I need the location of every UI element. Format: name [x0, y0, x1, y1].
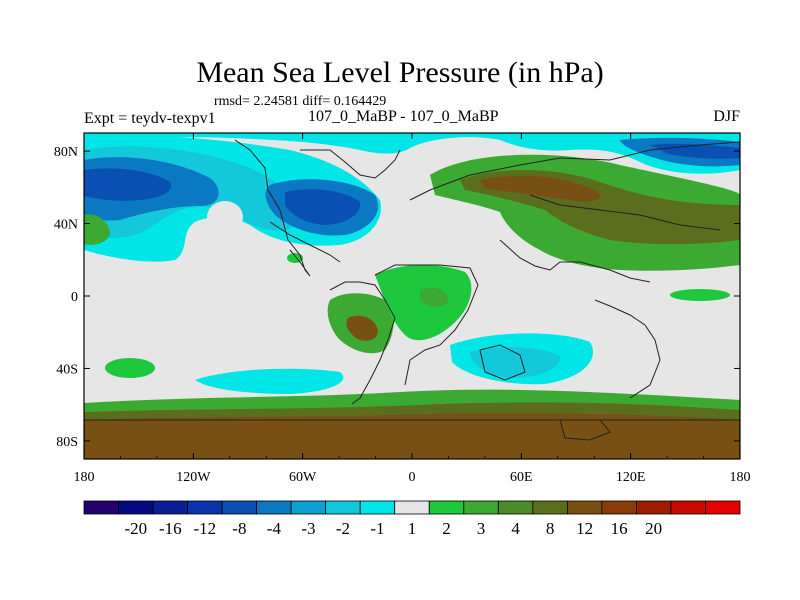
period-label: 107_0_MaBP - 107_0_MaBP	[308, 108, 499, 125]
colorbar-swatch	[532, 500, 568, 515]
lat-label: 80N	[54, 145, 78, 160]
colorbar-label: 3	[477, 519, 486, 538]
colorbar-label: 8	[546, 519, 555, 538]
colorbar-label: 20	[645, 519, 662, 538]
lat-label: 40S	[56, 362, 78, 377]
lat-label: 80S	[56, 435, 78, 450]
colorbar-swatch	[566, 500, 603, 515]
colorbar-label: -4	[267, 519, 282, 538]
colorbar-swatch	[256, 500, 292, 515]
colorbar-label: -8	[232, 519, 246, 538]
colorbar-label: 16	[611, 519, 628, 538]
lon-label: 120E	[616, 470, 646, 485]
colorbar-label: 4	[511, 519, 520, 538]
colorbar-swatch	[463, 500, 499, 515]
colorbar-label: -12	[194, 519, 217, 538]
colorbar-swatch	[83, 500, 119, 515]
colorbar-label: -20	[124, 519, 147, 538]
lon-label: 0	[409, 470, 416, 485]
colorbar-swatch	[325, 500, 361, 515]
lon-label: 60E	[510, 470, 533, 485]
experiment-label: Expt = teydv-texpv1	[84, 110, 216, 127]
colorbar-label: 2	[442, 519, 451, 538]
colorbar-label: 1	[408, 519, 417, 538]
lon-label: 180	[74, 470, 95, 485]
lat-label: 0	[71, 290, 78, 305]
colorbar-swatch	[152, 500, 188, 515]
colorbar-swatch	[497, 500, 534, 515]
lon-label: 180	[730, 470, 751, 485]
lat-label: 40N	[54, 218, 78, 233]
colorbar-swatch	[428, 500, 465, 515]
coastlines	[84, 139, 740, 441]
colorbar-swatch	[601, 500, 637, 515]
lon-label: 60W	[289, 470, 317, 485]
colorbar-swatch	[670, 500, 706, 515]
colorbar-label: -2	[336, 519, 350, 538]
colorbar: -20 -16 -12 -8 -4 -3 -2 -1 1 2 3 4 8 12 16 20	[83, 500, 741, 538]
lon-label: 120W	[176, 470, 211, 485]
colorbar-swatch	[118, 500, 154, 515]
longitude-axis: 180 120W 60W 0 60E 120E 180	[74, 133, 751, 485]
page-title: Mean Sea Level Pressure (in hPa)	[196, 56, 604, 89]
colorbar-label: -16	[159, 519, 182, 538]
stats-text: rmsd= 2.24581 diff= 0.164429	[214, 94, 387, 109]
colorbar-label: -3	[301, 519, 315, 538]
colorbar-swatch	[359, 500, 396, 515]
colorbar-swatch	[290, 500, 327, 515]
colorbar-swatch	[221, 500, 258, 515]
colorbar-swatch	[705, 500, 741, 515]
colorbar-swatch	[394, 500, 430, 515]
map-field	[84, 133, 740, 459]
latitude-axis: 80N 40N 0 40S 80S	[54, 145, 740, 450]
colorbar-label: 12	[576, 519, 593, 538]
season-label: DJF	[713, 108, 740, 125]
colorbar-label: -1	[370, 519, 384, 538]
colorbar-swatch	[187, 500, 223, 515]
colorbar-swatch	[636, 500, 672, 515]
